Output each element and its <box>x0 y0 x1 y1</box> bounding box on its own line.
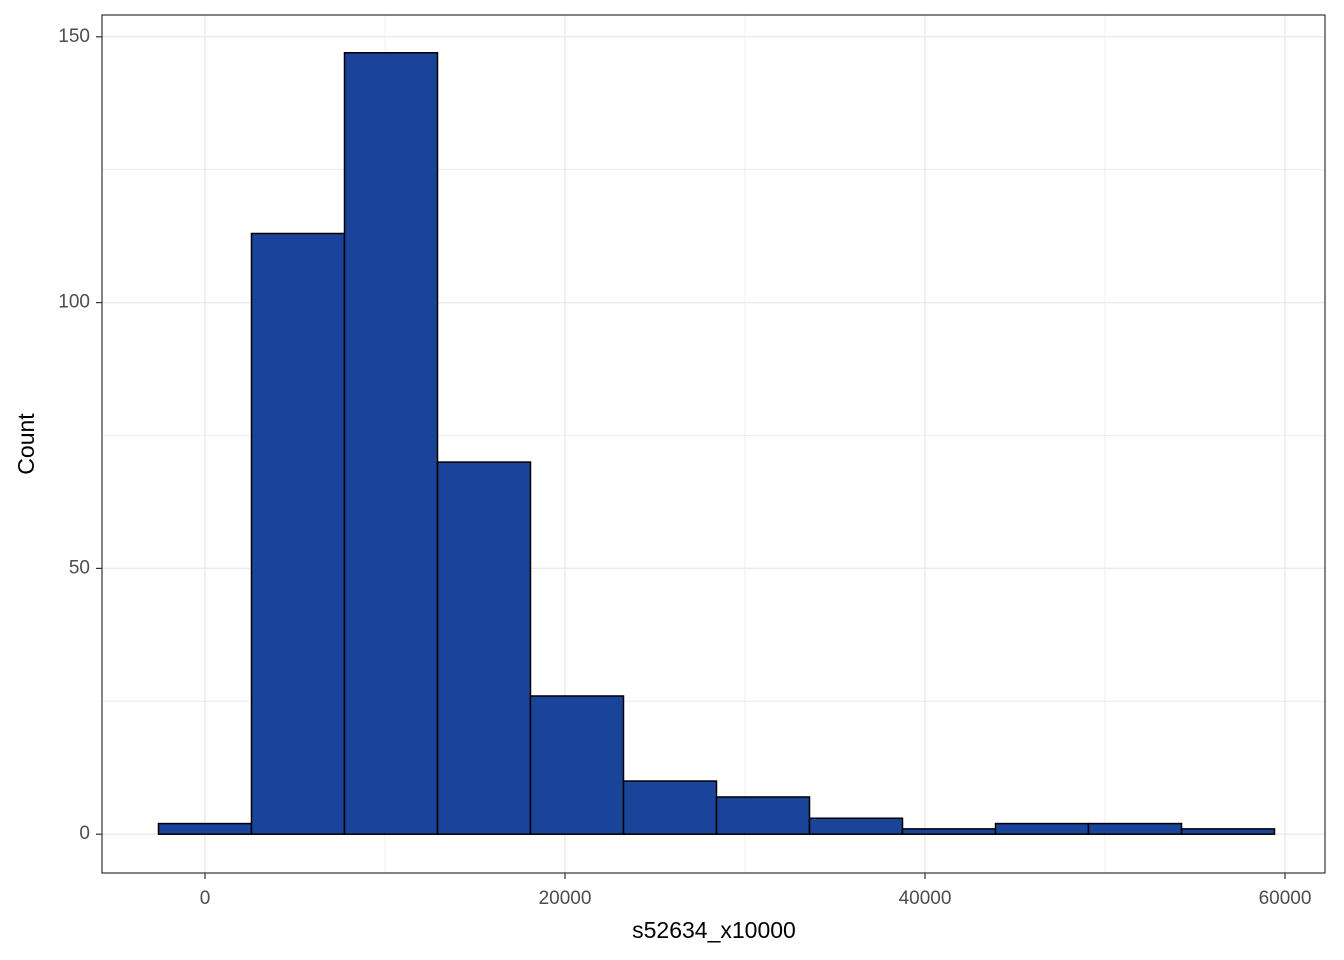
x-tick-label: 20000 <box>539 888 592 909</box>
y-tick-label: 150 <box>58 26 90 47</box>
bar <box>1180 828 1276 835</box>
y-axis-title: Count <box>13 413 39 475</box>
bar <box>529 695 625 835</box>
y-tick-label: 0 <box>79 823 90 844</box>
plot-border <box>101 14 1326 874</box>
bar <box>901 828 997 835</box>
y-tick-label: 50 <box>69 557 90 578</box>
bar <box>250 232 346 835</box>
bar <box>157 822 253 835</box>
bar <box>343 51 439 835</box>
y-tick-label: 100 <box>58 292 90 313</box>
bar <box>715 796 811 835</box>
x-tick-label: 0 <box>200 888 211 909</box>
x-tick-label: 60000 <box>1259 888 1312 909</box>
x-axis-title: s52634_x10000 <box>632 917 796 943</box>
bar <box>1087 822 1183 835</box>
bar <box>436 461 532 835</box>
bar <box>622 780 718 835</box>
bar <box>994 822 1090 835</box>
bar <box>808 817 904 835</box>
x-tick-label: 40000 <box>899 888 952 909</box>
